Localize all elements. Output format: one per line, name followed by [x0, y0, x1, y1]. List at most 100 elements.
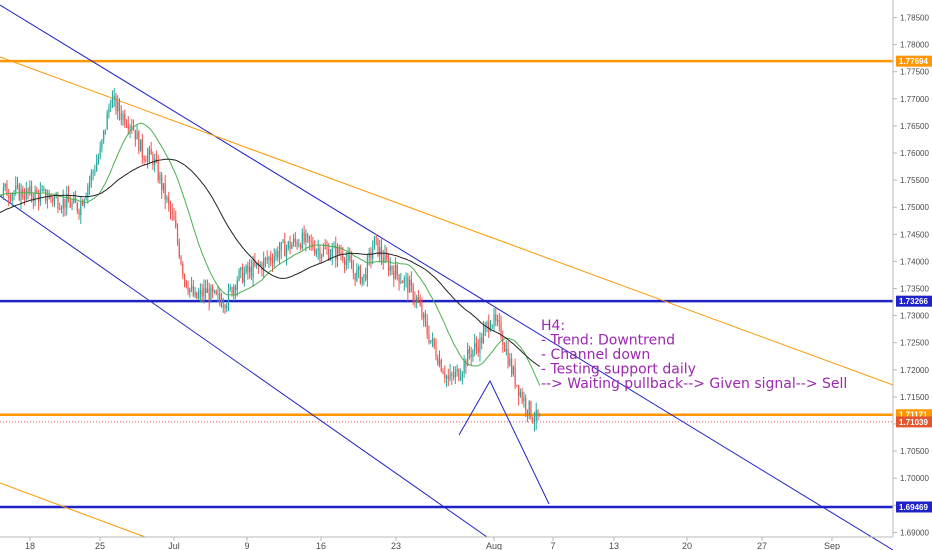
candle-body — [409, 280, 411, 293]
candle-body — [15, 185, 17, 193]
candle-body — [9, 197, 12, 200]
slow-moving-average-line — [0, 158, 540, 367]
candle-body — [185, 280, 187, 287]
candle-body — [428, 334, 430, 343]
time-axis[interactable]: 18 25 Jul 9 16 23 Aug 7 13 20 27 Sep — [0, 536, 893, 550]
candle-body — [489, 326, 492, 331]
candle-body — [484, 325, 486, 330]
candle-body — [403, 278, 405, 284]
candle-body — [488, 322, 490, 331]
candle-body — [243, 272, 245, 283]
y-tick-label: 1.69000 — [900, 528, 929, 537]
candle-body — [349, 255, 351, 261]
x-tick-label: Jul — [168, 541, 180, 550]
candle-body — [382, 257, 384, 263]
plot-area — [0, 0, 893, 537]
candle-body — [147, 154, 149, 162]
candle-body — [97, 157, 99, 163]
candle-body — [94, 170, 96, 172]
x-tick-label: Sep — [824, 541, 840, 550]
candle-body — [206, 288, 209, 294]
candle-body — [141, 139, 143, 158]
candle-body — [314, 248, 316, 254]
candle-body — [329, 255, 332, 260]
candle-body — [25, 188, 27, 200]
candle-body — [438, 359, 441, 365]
candle-body — [115, 95, 117, 112]
candle-body — [424, 313, 427, 322]
candle-body — [162, 183, 165, 190]
candle-body — [104, 129, 107, 131]
candle-body — [34, 190, 36, 202]
candle-body — [467, 349, 469, 367]
candle-body — [87, 186, 89, 196]
candle-body — [328, 249, 330, 260]
candle-body — [324, 248, 326, 250]
candle-body — [134, 129, 136, 140]
candle-body — [220, 299, 223, 307]
candle-body — [474, 343, 476, 351]
candle-body — [203, 288, 205, 297]
price-badge — [896, 501, 932, 513]
candle-body — [213, 290, 216, 292]
candle-body — [386, 254, 388, 259]
candle-body — [275, 251, 277, 257]
candle-body — [449, 373, 451, 380]
candle-body — [222, 305, 224, 307]
y-tick-label: 1.74000 — [900, 257, 929, 266]
candle-body — [256, 263, 258, 266]
candle-body — [379, 247, 381, 256]
candle-body — [22, 189, 24, 198]
candle-body — [486, 322, 488, 326]
candle-body — [535, 409, 537, 421]
candle-body — [322, 248, 325, 255]
candle-body — [417, 297, 420, 302]
price-badge-label: 1.73266 — [899, 297, 928, 306]
x-tick-label: 13 — [609, 541, 619, 550]
candle-body — [482, 329, 485, 344]
candle-body — [249, 266, 251, 273]
candle-body — [180, 256, 182, 265]
price-badge-label: 1.71039 — [899, 418, 928, 427]
price-axis[interactable]: 1.78500 1.78000 1.77500 1.77000 1.76500 1.760… — [892, 0, 932, 537]
candle-body — [528, 401, 530, 414]
candle-body — [118, 101, 121, 113]
candle-body — [317, 248, 319, 251]
candle-body — [60, 208, 63, 210]
candle-body — [159, 174, 161, 181]
candle-body — [122, 113, 124, 120]
candle-body — [442, 371, 444, 374]
candle-body — [273, 256, 275, 263]
x-tick-label: 16 — [316, 541, 326, 550]
candle-body — [370, 252, 372, 259]
candle-body — [511, 358, 513, 374]
candle-body — [458, 369, 460, 380]
candle-body — [468, 349, 470, 354]
price-badge — [896, 55, 932, 67]
candle-body — [125, 124, 128, 126]
candle-body — [120, 112, 122, 120]
candle-body — [227, 288, 230, 306]
trend-line — [0, 4, 894, 550]
candle-body — [431, 338, 434, 341]
candle-body — [292, 238, 295, 245]
candle-body — [43, 189, 45, 191]
candle-body — [217, 293, 219, 295]
candle-body — [263, 259, 265, 271]
candle-body — [38, 193, 40, 202]
candle-body — [136, 131, 138, 140]
candle-body — [111, 97, 114, 108]
candle-body — [319, 248, 321, 259]
candle-body — [444, 373, 446, 378]
candle-body — [523, 397, 525, 402]
candle-body — [212, 286, 214, 292]
candle-body — [161, 174, 163, 190]
candle-body — [481, 337, 483, 344]
candle-body — [39, 191, 41, 202]
candle-body — [342, 254, 344, 260]
candle-body — [23, 197, 26, 200]
candle-body — [414, 300, 416, 302]
candle-body — [48, 194, 50, 200]
